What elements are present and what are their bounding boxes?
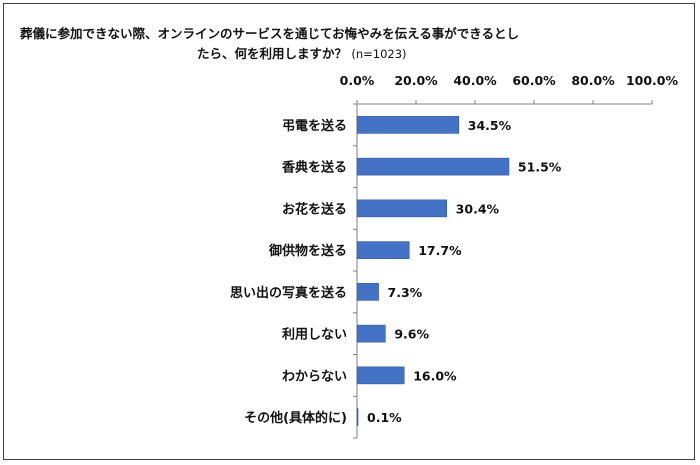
value-label: 17.7% [418,243,462,258]
value-label: 51.5% [518,160,562,175]
x-tick-label: 80.0% [571,73,615,88]
bar [356,157,510,176]
bar [356,408,359,426]
value-label: 0.1% [367,410,402,425]
bar [356,116,460,134]
chart-frame [3,3,695,460]
category-label: その他(具体的に) [244,410,347,426]
x-tick-label: 0.0% [340,73,375,88]
title-line-2: たら、何を利用しますか？ [197,46,348,61]
value-label: 16.0% [413,368,457,383]
bar [356,283,379,301]
x-tick-label: 100.0% [626,73,679,88]
x-tick-label: 40.0% [453,73,497,88]
title-line-1: 葬儀に参加できない際、オンラインのサービスを通じてお悔やみを伝える事ができるとし [20,26,520,41]
category-label: お花を送る [282,201,347,217]
x-tick-label: 20.0% [394,73,438,88]
category-label: わからない [282,369,347,384]
category-label: 利用しない [282,327,347,343]
chart-title: 葬儀に参加できない際、オンラインのサービスを通じてお悔やみを伝える事ができるとし… [20,24,580,64]
category-label: 香典を送る [281,160,347,176]
category-label: 御供物を送る [268,243,347,259]
sample-size-label: (n=1023) [351,47,407,61]
category-label: 思い出の写真を送る [230,285,347,301]
bar [356,241,410,259]
category-label: 弔電を送る [282,118,347,134]
value-label: 30.4% [456,201,500,216]
value-label: 34.5% [468,118,512,133]
bar [356,366,405,385]
bar [356,199,447,218]
x-tick-label: 60.0% [512,73,556,88]
value-label: 7.3% [388,285,423,300]
bar [356,324,386,343]
value-label: 9.6% [394,327,429,342]
